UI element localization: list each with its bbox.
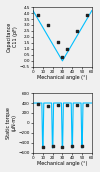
Point <box>66 47 68 50</box>
Point <box>57 40 58 43</box>
X-axis label: Mechanical angle (°): Mechanical angle (°) <box>37 162 88 166</box>
Point <box>47 104 48 107</box>
Point <box>42 146 44 148</box>
Point <box>66 104 68 106</box>
Point <box>71 144 73 147</box>
Point <box>76 104 78 106</box>
Point <box>52 144 53 147</box>
Y-axis label: Capacitance
C11 (pF): Capacitance C11 (pF) <box>7 22 18 52</box>
Point <box>37 103 39 105</box>
Y-axis label: Static torque
(µN·m): Static torque (µN·m) <box>6 107 16 139</box>
Point <box>37 14 39 17</box>
Point <box>47 24 48 26</box>
Point <box>76 30 78 32</box>
Point <box>57 104 58 106</box>
Point <box>62 56 63 59</box>
Point <box>62 146 63 148</box>
Point <box>86 14 88 17</box>
X-axis label: Mechanical angle (°): Mechanical angle (°) <box>37 76 88 80</box>
Point <box>81 145 83 148</box>
Point <box>86 103 88 106</box>
